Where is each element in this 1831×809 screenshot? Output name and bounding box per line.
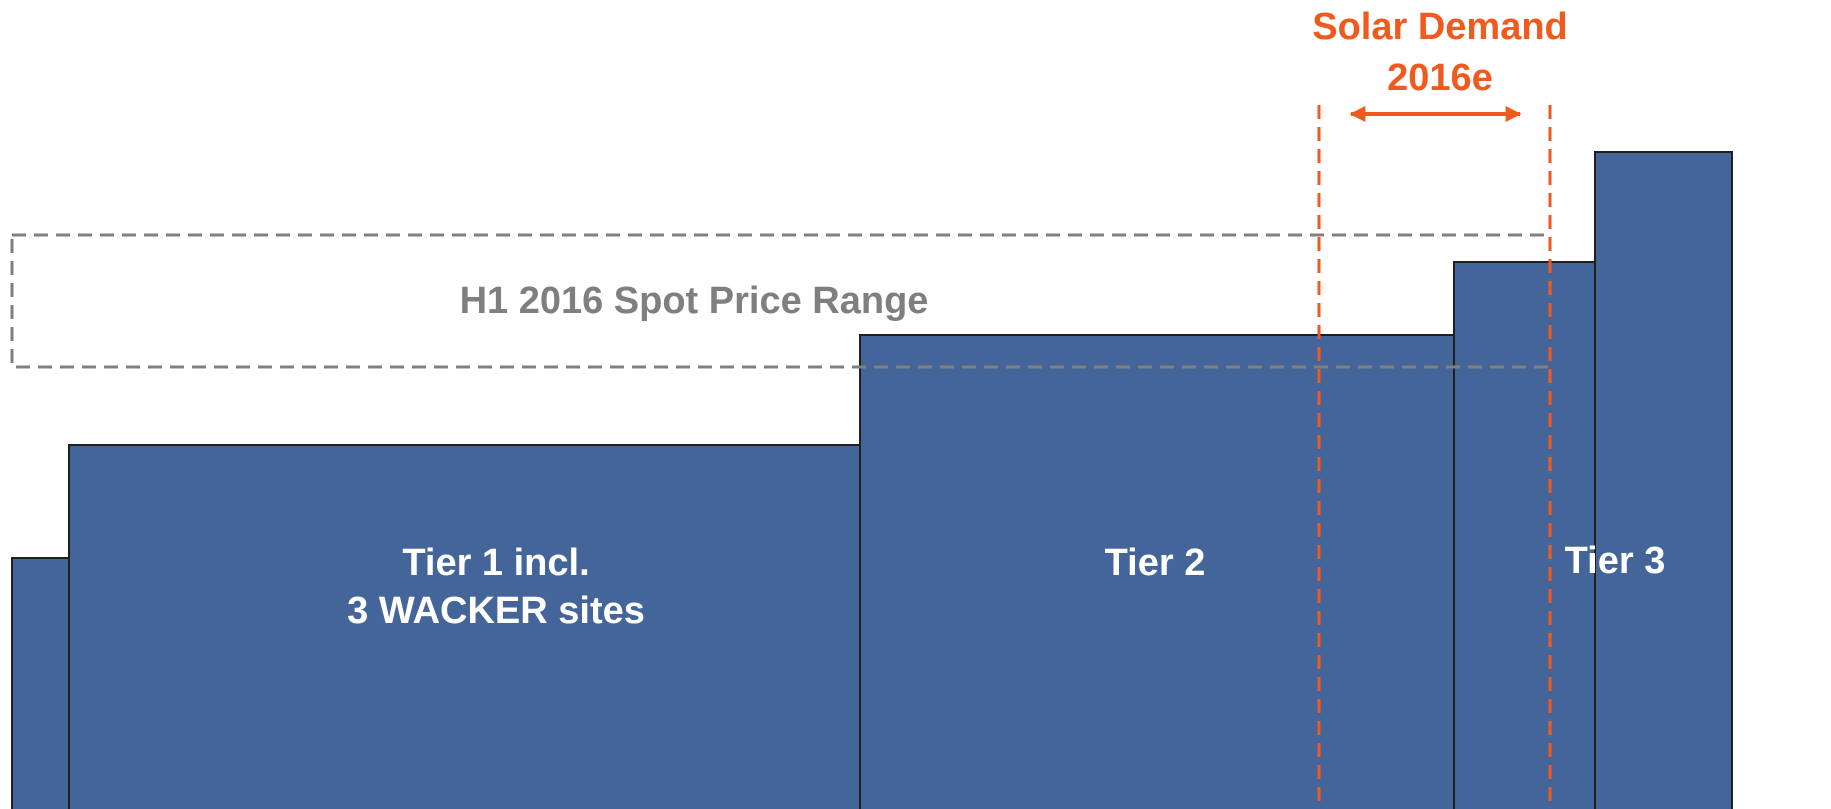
bar [68, 444, 861, 809]
tier-label: 3 WACKER sites [347, 590, 645, 632]
bar [11, 557, 70, 809]
bar [1594, 151, 1733, 809]
bar [859, 334, 1455, 809]
bar [1453, 261, 1596, 809]
demand-label: Solar Demand [1312, 6, 1568, 48]
tier-label: Tier 1 incl. [402, 542, 589, 584]
price-range-label: H1 2016 Spot Price Range [460, 280, 929, 322]
demand-label: 2016e [1387, 57, 1493, 99]
tier-label: Tier 3 [1565, 540, 1666, 582]
tier-label: Tier 2 [1105, 542, 1206, 584]
